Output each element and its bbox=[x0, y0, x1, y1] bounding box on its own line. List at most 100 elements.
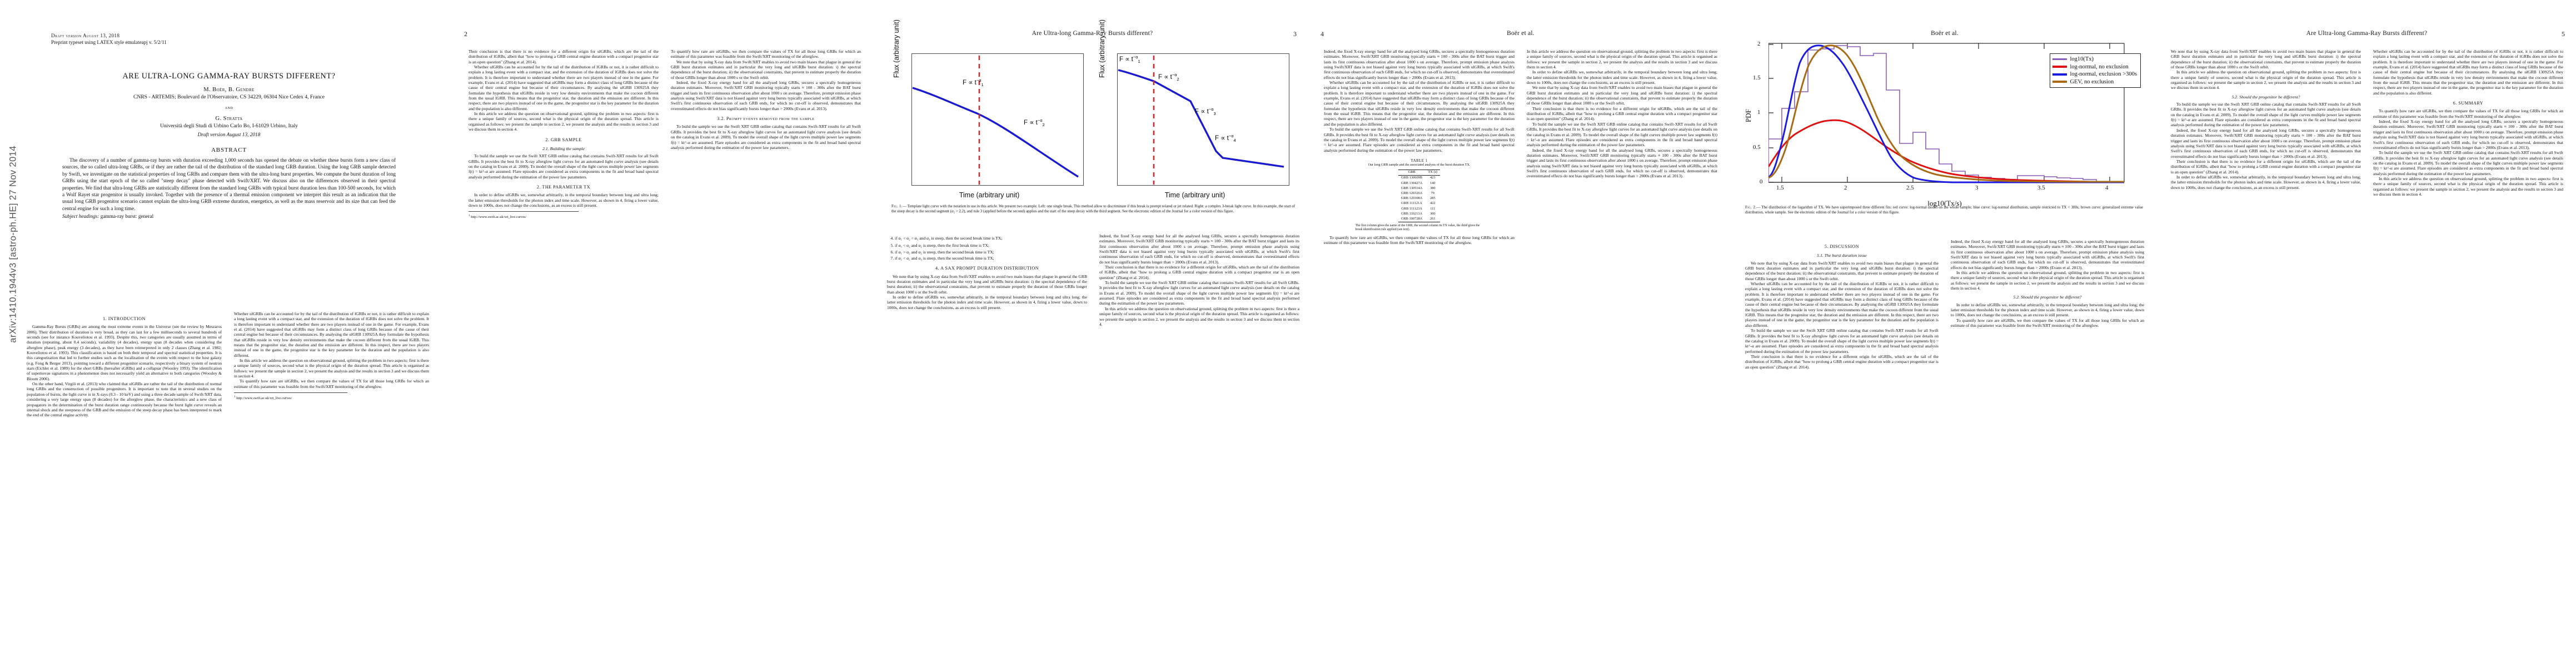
paragraph: Indeed, the fixed X-ray energy band for … bbox=[2171, 127, 2361, 159]
paragraph: In order to define ulGRBs we, somewhat a… bbox=[2171, 174, 2361, 190]
legend-swatch-icon bbox=[2052, 66, 2067, 68]
column-left: Indeed, the fixed X-ray energy band for … bbox=[1324, 49, 1514, 246]
subject-headings: Subject headings: gamma-ray burst: gener… bbox=[62, 213, 396, 220]
x-axis-label: Time (arbitrary unit) bbox=[1164, 191, 1225, 199]
page-3-columns: if α₁ < α₂ < α₃ and α₃ is steep, then th… bbox=[887, 233, 1299, 327]
y-tick-label: 0 bbox=[1760, 178, 1763, 185]
x-tick-label: 3 bbox=[1975, 185, 1979, 191]
paragraph: In this article we address the question … bbox=[2171, 69, 2361, 91]
y-tick-label: 0.5 bbox=[1753, 144, 1761, 151]
light-curve-line bbox=[912, 87, 1079, 178]
running-head: Boër et al. bbox=[1931, 30, 1959, 37]
light-curve-svg-b bbox=[1118, 56, 1284, 185]
paragraph: In this article we address the question … bbox=[1951, 270, 2144, 291]
paragraph: We note that by using X-ray data from Sw… bbox=[1527, 85, 1717, 106]
series-line-log-normal-no-exclusion bbox=[1768, 119, 2124, 183]
power-law-label-alpha1: F ∝ t−α1 bbox=[963, 78, 984, 88]
cell-tx: 79 bbox=[1431, 191, 1434, 195]
figure-1-caption-text: Template light curve with the notation i… bbox=[891, 205, 1295, 213]
x-tick-label: 4 bbox=[2105, 185, 2109, 191]
table-row: GRB 111123A 111 bbox=[1398, 206, 1440, 211]
power-law-label-alpha3: F ∝ t−α3 bbox=[1195, 107, 1216, 117]
page-title: ARE ULTRA-LONG GAMMA-RAY BURSTS DIFFEREN… bbox=[122, 72, 336, 81]
y-tick-label: 2 bbox=[1757, 41, 1761, 47]
footnote-text: http://www.swift.ac.uk/xrt_live.curves/ bbox=[236, 396, 292, 401]
table-1: TABLE 1 Our long GRB sample and the asso… bbox=[1356, 158, 1483, 232]
and-separator: and bbox=[225, 105, 233, 110]
column-right: To quantify how rare are ulGRBs, we then… bbox=[671, 49, 861, 220]
footnote: 1 http://www.swift.ac.uk/xrt_live.curves… bbox=[469, 211, 579, 220]
table-row: GRB 111121A 422 bbox=[1398, 201, 1440, 206]
abstract-text: The discovery of a number of gamma-ray b… bbox=[62, 158, 396, 212]
paragraph: Whether ulGRBs can be accounted for by t… bbox=[234, 311, 429, 358]
rules-list-continued: if α₁ < α₂ and α₂ is steep, then the fir… bbox=[887, 243, 1087, 261]
table-row: GRB 130427A 140 bbox=[1398, 181, 1440, 186]
cell-tx: 380 bbox=[1429, 186, 1436, 190]
paragraph: Whether ulGRBs can be accounted for by t… bbox=[1745, 281, 1939, 328]
paragraph: To build the sample we use the Swift XRT… bbox=[1745, 328, 1939, 354]
subject-value: gamma-ray burst: general bbox=[100, 214, 154, 220]
paragraph: We note that by using X-ray data from Sw… bbox=[2171, 49, 2361, 70]
cell-grb: GRB 100728A bbox=[1401, 217, 1423, 221]
page-4-columns: Indeed, the fixed X-ray energy band for … bbox=[1324, 49, 1717, 246]
rules-list: if α₁ < α₂ < α₃ and α₃ is steep, then th… bbox=[887, 236, 1087, 241]
power-law-label-alpha2: F ∝ t−α2 bbox=[1024, 118, 1045, 128]
column-right: In this article we address the question … bbox=[1527, 49, 1717, 246]
figure-1-caption: Fig. 1.— Template light curve with the n… bbox=[891, 205, 1295, 214]
paragraph: Their conclusion is that there is no evi… bbox=[2171, 158, 2361, 175]
legend-item-gev: GEV, no exclusion bbox=[2052, 78, 2137, 86]
x-axis-label: log10(Tx/s) bbox=[1927, 199, 1962, 207]
page-6-columns: We note that by using X-ray data from Sw… bbox=[2171, 49, 2563, 197]
preprint-typeset-line: Preprint typeset using LATEX style emula… bbox=[51, 39, 167, 45]
paragraph: In this article we address the question … bbox=[1527, 49, 1717, 70]
section-heading-sample: 2. GRB SAMPLE bbox=[545, 137, 582, 142]
paragraph: In this article we address the question … bbox=[1099, 306, 1299, 327]
series-line-log-normal-exclusion bbox=[1768, 44, 2124, 183]
paragraph: To build the sample we use the Swift XRT… bbox=[1324, 127, 1514, 153]
paragraph: Their conclusion is that there is no evi… bbox=[1527, 106, 1717, 122]
running-head: Boër et al. bbox=[1507, 30, 1534, 37]
legend-swatch-icon bbox=[2052, 73, 2067, 76]
footnote-mark: 1 bbox=[469, 214, 470, 218]
plot-frame bbox=[911, 53, 1084, 186]
cell-grb: GRB 111123A bbox=[1401, 206, 1422, 211]
subsection-heading: 2.1. Building the sample bbox=[542, 146, 585, 151]
running-head: Are Ultra-long Gamma-Ray Bursts differen… bbox=[1032, 30, 1153, 37]
affiliation-2: Università degli Studi di Urbino Carlo B… bbox=[160, 123, 298, 129]
draft-version-line: Draft version August 13, 2018 bbox=[51, 33, 120, 38]
paragraph: We note that by using X-ray data from Sw… bbox=[671, 59, 861, 80]
y-axis-label: Flux (arbitrary unit) bbox=[1098, 19, 1106, 78]
paragraph: In this article we address the question … bbox=[469, 111, 659, 132]
legend-label: GEV, no exclusion bbox=[2070, 78, 2114, 85]
page-5-columns: 5. DISCUSSION 5.1. The burst duration is… bbox=[1745, 239, 2144, 370]
paragraph: Whether ulGRBs can be accounted for by t… bbox=[1324, 80, 1514, 127]
x-tick-label: 2.5 bbox=[1906, 185, 1914, 191]
paragraph: We note that by using X-ray data from Sw… bbox=[1745, 260, 1939, 281]
paragraph: Indeed, the fixed X-ray energy band for … bbox=[1951, 239, 2144, 270]
light-curve-line bbox=[1118, 69, 1284, 168]
figure-2-caption-label: Fig. 2.— bbox=[1745, 206, 1761, 210]
page-5: Boër et al. bbox=[1733, 0, 2156, 667]
histogram-plot: 1.5 2 2.5 3 3.5 4 0 0.5 1 1.5 2 PDF log1… bbox=[1744, 39, 2144, 207]
paragraph: Their conclusion is that there is no evi… bbox=[1099, 265, 1299, 280]
table-row: GRB 120326A 79 bbox=[1398, 191, 1440, 196]
y-tick-marks bbox=[1768, 44, 1773, 183]
column-right: Whether ulGRBs can be accounted for by t… bbox=[2373, 49, 2563, 197]
chart-legend: log10(Tx) log-normal, no exclusion log-n… bbox=[2050, 53, 2141, 88]
table-header-row: GRB TX (s) bbox=[1398, 170, 1441, 176]
x-tick-label: 1.5 bbox=[1776, 185, 1784, 191]
table-row: GRB 130514A 380 bbox=[1398, 186, 1440, 191]
draft-date: Draft version August 13, 2018 bbox=[197, 132, 261, 138]
power-law-label-alpha2: F ∝ t−α2 bbox=[1158, 72, 1179, 82]
paragraph: In order to define ulGRBs we, somewhat a… bbox=[887, 295, 1087, 310]
cell-grb: GRB 130609B bbox=[1401, 176, 1423, 180]
legend-item-lognormal-excl: log-normal, exclusion >300s bbox=[2052, 71, 2137, 78]
table-row: GRB 100728A 261 bbox=[1398, 217, 1441, 222]
paragraph: To build the sample we use the Swift XRT… bbox=[1527, 121, 1717, 148]
preprint-header: Draft version August 13, 2018 Preprint t… bbox=[51, 32, 412, 46]
series-line-gev-no-exclusion bbox=[1768, 44, 2125, 183]
y-tick-label: 1 bbox=[1757, 109, 1761, 116]
x-tick-label: 2 bbox=[1844, 185, 1847, 191]
paragraph: To build the sample we use the Swift XRT… bbox=[1099, 280, 1299, 306]
figure-2-caption: Fig. 2.— The distribution of the logarit… bbox=[1745, 206, 2143, 215]
